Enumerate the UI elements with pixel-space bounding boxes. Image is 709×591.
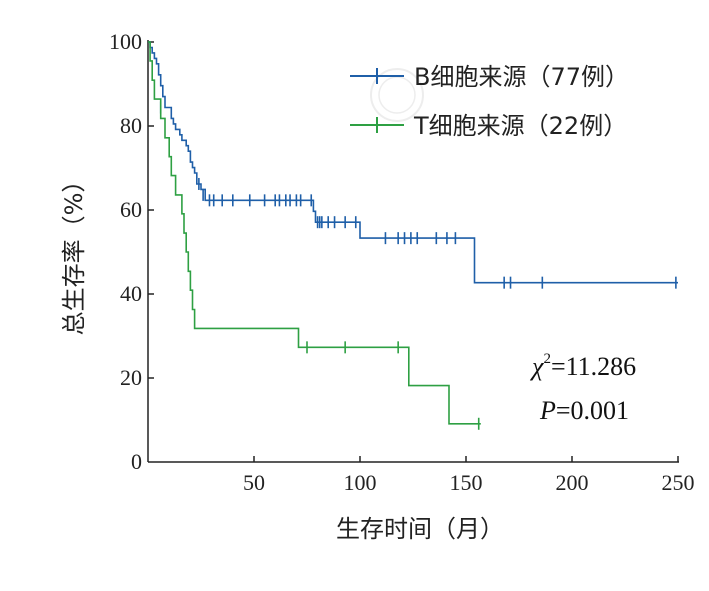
- chi-superscript: 2: [543, 351, 551, 367]
- y-tick-label: 60: [120, 197, 142, 222]
- x-tick-label: 200: [556, 470, 589, 495]
- y-axis-ticks: 0 20 40 60 80 100: [109, 29, 154, 474]
- axes: [147, 40, 679, 463]
- p-value: =0.001: [556, 396, 629, 425]
- p-value-label: P=0.001: [539, 396, 629, 425]
- p-symbol: P: [539, 396, 556, 425]
- y-tick-label: 20: [120, 365, 142, 390]
- y-tick-label: 0: [131, 449, 142, 474]
- x-tick-label: 250: [662, 470, 695, 495]
- x-tick-label: 50: [243, 470, 265, 495]
- chi-symbol: χ: [529, 352, 544, 381]
- y-axis-title: 总生存率（%）: [60, 169, 88, 336]
- y-tick-label: 40: [120, 281, 142, 306]
- series-layer: [148, 41, 678, 430]
- series-t-cell: [148, 41, 481, 430]
- legend-label-t: T细胞来源（22例）: [413, 112, 627, 140]
- legend-label-b: B细胞来源（77例）: [414, 63, 629, 91]
- series-b-cell: [148, 41, 678, 289]
- x-axis-ticks: 50 100 150 200 250: [243, 456, 695, 495]
- legend: B细胞来源（77例） T细胞来源（22例）: [350, 63, 629, 140]
- statistics-annotation: χ2=11.286 P=0.001: [529, 351, 636, 425]
- y-tick-label: 80: [120, 113, 142, 138]
- x-tick-label: 150: [450, 470, 483, 495]
- survival-curve: [148, 41, 678, 284]
- chi-value: =11.286: [551, 352, 636, 381]
- x-tick-label: 100: [344, 470, 377, 495]
- y-tick-label: 100: [109, 29, 142, 54]
- x-axis-title: 生存时间（月）: [336, 515, 504, 543]
- survival-curve: [148, 41, 481, 425]
- chi-square-label: χ2=11.286: [529, 351, 636, 381]
